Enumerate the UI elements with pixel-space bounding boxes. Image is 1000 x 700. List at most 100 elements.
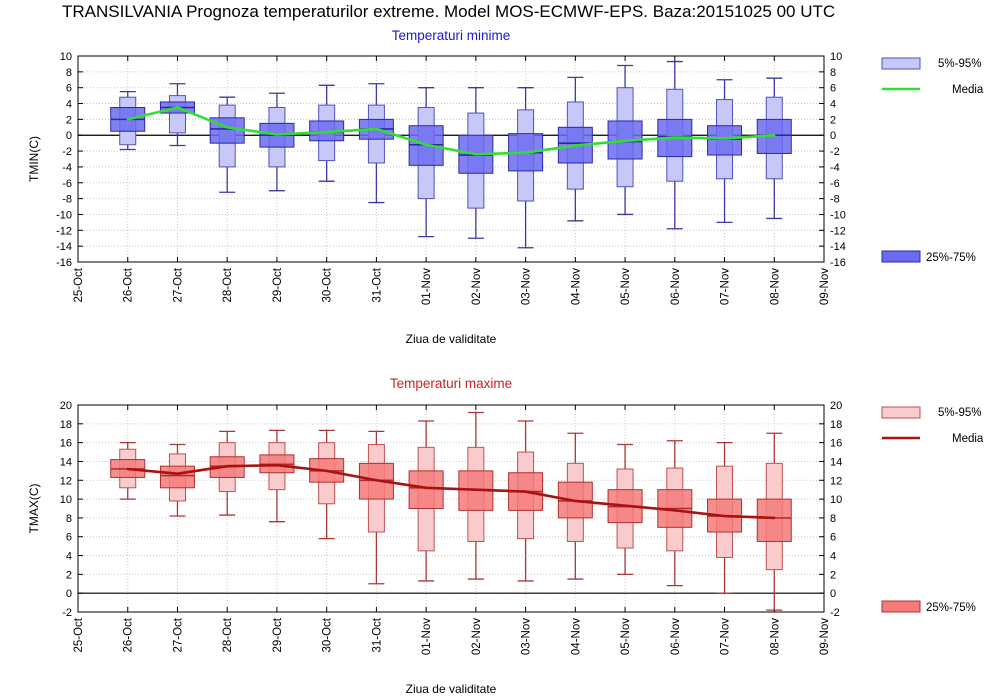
tmin-ytick-label-left: 8 — [66, 67, 72, 79]
tmax-ytick-label-right: 18 — [830, 419, 842, 431]
tmax-ytick-label-left: 14 — [60, 456, 72, 468]
tmin-media-point — [176, 106, 179, 109]
tmin-ytick-label-left: 10 — [60, 51, 72, 63]
tmax-xtick-label: 27-Oct — [172, 617, 184, 652]
tmin-xtick-label: 08-Nov — [769, 268, 781, 305]
tmin-media-point — [773, 134, 776, 137]
tmin-legend-swatch-25-75 — [881, 250, 921, 263]
tmax-xtick-label: 28-Oct — [222, 617, 234, 652]
tmax-ytick-label-right: 16 — [830, 438, 842, 450]
tmin-xtick-label: 07-Nov — [720, 268, 732, 305]
tmax-box-25-75 — [408, 470, 444, 510]
tmin-ytick-label-left: -6 — [62, 178, 72, 190]
tmax-legend-label-5-95: 5%-95% — [938, 407, 981, 419]
tmin-media-point — [275, 133, 279, 136]
tmax-media-point — [375, 479, 378, 482]
tmin-ytick-label-left: -8 — [62, 194, 72, 206]
tmin-box-08-Nov — [756, 77, 792, 220]
tmin-ytick-label-right: -10 — [830, 209, 846, 221]
tmax-y-axis-label: TMAX(C) — [27, 484, 41, 534]
tmax-legend-swatch-25-75 — [881, 600, 921, 613]
tmax-xtick-label: 06-Nov — [670, 618, 682, 655]
tmax-ytick-label-right: 10 — [830, 494, 842, 506]
tmin-media-point — [524, 151, 527, 154]
tmin-ytick-label-right: -16 — [830, 257, 846, 269]
tmax-ytick-label-left: 16 — [60, 438, 72, 450]
tmin-media-point — [723, 137, 726, 140]
tmax-ytick-label-right: 8 — [830, 513, 836, 525]
tmax-xtick-label: 01-Nov — [421, 618, 433, 655]
tmin-box-06-Nov — [657, 60, 693, 230]
tmax-ytick-label-right: 20 — [830, 400, 842, 412]
tmax-chart-title: Temperaturi maxime — [390, 376, 512, 391]
tmax-media-point — [325, 469, 328, 473]
tmin-plot-frame — [77, 55, 825, 263]
tmax-box-31-Oct — [358, 430, 394, 585]
tmin-ytick-label-right: 2 — [830, 114, 836, 126]
tmax-legend-swatch-5-95 — [881, 406, 921, 419]
tmax-media-point — [226, 464, 229, 468]
tmin-y-axis-label: TMIN(C) — [27, 136, 41, 182]
tmax-xtick-label: 03-Nov — [521, 618, 533, 655]
tmax-media-point — [275, 464, 279, 467]
tmax-media-point — [474, 488, 478, 491]
tmin-xtick-label: 31-Oct — [371, 267, 383, 302]
tmin-box-28-Oct — [209, 96, 245, 193]
tmin-media-point — [623, 139, 627, 142]
tmin-ytick-label-left: 2 — [66, 114, 72, 126]
tmin-media-point — [474, 153, 478, 156]
tmax-xtick-label: 31-Oct — [371, 617, 383, 652]
tmax-media-point — [424, 486, 428, 489]
tmin-xtick-label: 02-Nov — [471, 268, 483, 305]
tmax-ytick-label-right: 6 — [830, 532, 836, 544]
tmin-ytick-label-right: -2 — [830, 146, 840, 158]
tmin-media-point — [226, 126, 229, 129]
tmax-box-28-Oct — [209, 430, 245, 516]
tmax-xtick-label: 30-Oct — [322, 617, 334, 652]
tmax-box-08-Nov — [756, 432, 792, 611]
tmin-ytick-label-left: -12 — [56, 225, 72, 237]
tmax-ytick-label-right: 2 — [830, 569, 836, 581]
tmin-box-04-Nov — [557, 76, 593, 222]
tmax-xtick-label: 26-Oct — [123, 617, 135, 652]
tmin-ytick-label-right: 10 — [830, 51, 842, 63]
tmax-xtick-label: 09-Nov — [819, 618, 831, 655]
tmax-ytick-label-left: 10 — [60, 494, 72, 506]
tmax-ytick-label-right: -2 — [830, 607, 840, 619]
tmax-legend-label-media: Media — [952, 433, 984, 445]
tmin-media-point — [126, 118, 129, 121]
tmin-xtick-label: 03-Nov — [521, 268, 533, 305]
tmin-chart-title: Temperaturi minime — [392, 28, 511, 43]
tmin-xtick-label: 26-Oct — [123, 267, 135, 302]
tmax-x-axis-label: Ziua de validitate — [406, 682, 497, 696]
tmin-xtick-label: 28-Oct — [222, 267, 234, 302]
tmin-legend-label-5-95: 5%-95% — [938, 58, 981, 70]
tmax-ytick-label-left: 4 — [66, 551, 72, 563]
tmax-box-29-Oct — [259, 429, 295, 523]
tmin-ytick-label-left: -2 — [62, 146, 72, 158]
tmin-media-point — [574, 144, 577, 147]
tmin-box-03-Nov — [508, 87, 544, 249]
tmax-xtick-label: 29-Oct — [272, 617, 284, 652]
tmin-ytick-label-left: -14 — [56, 241, 72, 253]
tmax-media-point — [623, 504, 627, 507]
tmin-ytick-label-right: 4 — [830, 99, 836, 111]
tmax-box-05-Nov — [607, 443, 643, 576]
tmin-xtick-label: 25-Oct — [73, 267, 85, 302]
tmax-box-07-Nov — [707, 441, 743, 594]
tmax-media-point — [673, 509, 676, 512]
tmax-box-27-Oct — [159, 443, 195, 517]
tmax-media-point — [524, 490, 527, 493]
tmin-box-5-95 — [168, 95, 186, 134]
tmax-ytick-label-right: 4 — [830, 551, 836, 563]
tmax-media-line — [127, 463, 775, 520]
tmax-plot-frame — [77, 404, 825, 613]
tmin-xtick-label: 09-Nov — [819, 268, 831, 305]
tmin-ytick-label-left: 6 — [66, 83, 72, 95]
tmax-ytick-label-left: 18 — [60, 419, 72, 431]
tmin-legend-label-25-75: 25%-75% — [926, 252, 976, 264]
tmax-media-point — [126, 467, 129, 471]
tmax-box-25-75 — [159, 465, 195, 489]
tmax-xtick-label: 08-Nov — [769, 618, 781, 655]
tmax-box-02-Nov — [458, 411, 494, 580]
